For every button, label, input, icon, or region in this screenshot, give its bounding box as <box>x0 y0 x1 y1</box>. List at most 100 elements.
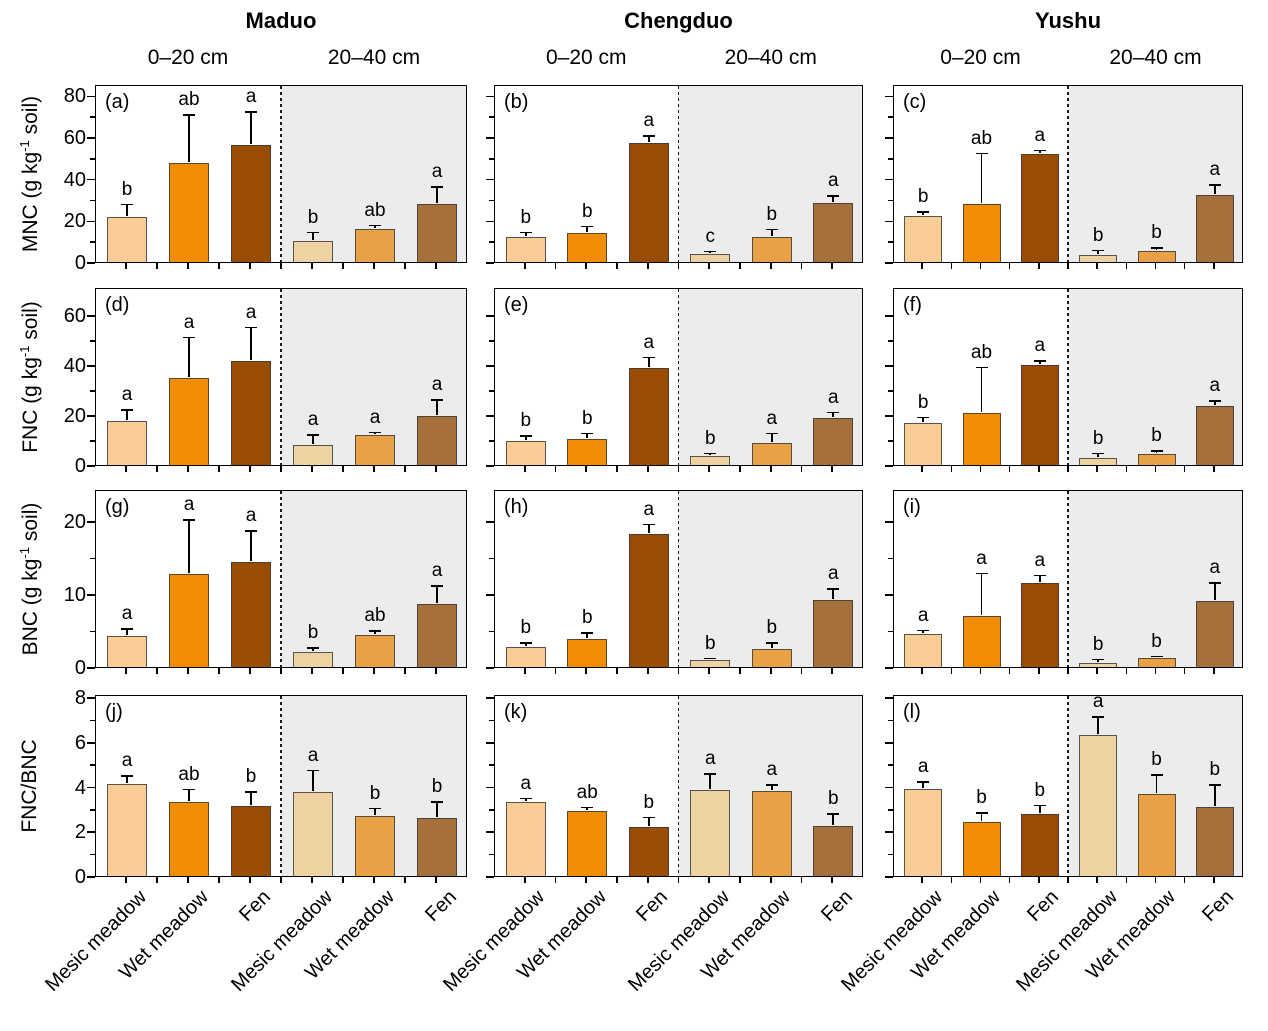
y-minor-tick <box>888 116 893 118</box>
depth-divider <box>1067 491 1069 667</box>
y-major-tick <box>486 415 494 417</box>
y-minor-tick <box>489 199 494 202</box>
bar <box>293 241 333 262</box>
x-tick <box>831 877 834 883</box>
error-bar-stem <box>374 807 376 815</box>
error-bar <box>431 186 443 203</box>
x-tick <box>950 466 953 472</box>
y-major-tick <box>486 465 494 467</box>
y-minor-tick <box>888 630 893 633</box>
bar <box>355 435 395 465</box>
error-bar-stem <box>980 812 983 822</box>
sig-letter: b <box>704 427 716 449</box>
error-bar-stem <box>586 225 589 232</box>
error-bar <box>369 431 381 434</box>
x-tick <box>1038 466 1040 472</box>
x-tick <box>800 466 803 472</box>
error-bar-stem <box>436 801 438 817</box>
y-minor-tick <box>90 630 95 633</box>
x-tick <box>1008 668 1011 674</box>
error-bar-stem <box>188 336 190 377</box>
error-bar-stem <box>188 788 190 802</box>
bar <box>813 202 854 262</box>
sig-letter: a <box>307 744 319 766</box>
x-tick <box>677 466 680 472</box>
panel-label: (e) <box>504 294 529 316</box>
error-bar-stem <box>524 797 527 802</box>
panel-d: (d) a a a a a a <box>95 288 467 466</box>
x-tick <box>404 263 406 269</box>
error-bar <box>369 807 381 815</box>
y-major-tick <box>87 262 95 264</box>
y-minor-tick <box>90 390 95 392</box>
error-bar <box>519 231 532 236</box>
x-tick <box>523 263 526 269</box>
site-title: Chengduo <box>624 8 733 33</box>
bar <box>169 163 209 262</box>
bar <box>417 416 457 465</box>
y-major-tick <box>486 262 494 264</box>
y-major-tick <box>87 697 95 699</box>
x-tick <box>950 263 953 269</box>
sig-letter: a <box>1209 158 1221 180</box>
bar <box>567 232 608 262</box>
error-bar-stem <box>770 641 773 648</box>
depth-divider <box>677 86 680 262</box>
error-bar-stem <box>647 816 650 826</box>
x-tick <box>616 877 618 883</box>
bar <box>293 652 333 667</box>
y-major-tick <box>885 220 893 223</box>
panel-k: (k) a ab b a a b <box>494 695 863 877</box>
x-tick <box>677 877 680 883</box>
error-bar-stem <box>922 211 924 216</box>
panel-b: (b) b b a c b a <box>494 85 863 263</box>
bar <box>231 805 271 876</box>
error-bar-stem <box>647 523 650 533</box>
error-bar-stem <box>436 585 438 603</box>
error-bar <box>1033 804 1046 814</box>
sig-letter: a <box>431 374 443 395</box>
x-tick <box>342 877 344 883</box>
superscript: -1 <box>17 140 32 152</box>
x-tick <box>280 263 282 269</box>
y-major-tick <box>885 831 893 834</box>
error-bar-stem <box>1214 784 1216 806</box>
panel-e: (e) b b a b a a <box>494 288 863 466</box>
bar <box>628 533 669 667</box>
x-tick <box>616 263 618 269</box>
y-minor-tick <box>489 340 494 342</box>
x-tick <box>404 466 406 472</box>
error-bar <box>917 211 930 216</box>
y-minor-tick <box>489 853 494 856</box>
x-tick <box>1096 466 1098 472</box>
error-bar-stem <box>188 519 190 574</box>
error-bar-stem <box>980 366 983 412</box>
x-tick <box>739 877 741 883</box>
bar <box>813 417 854 465</box>
y-minor-tick <box>90 764 95 766</box>
y-major-tick <box>486 95 494 98</box>
y-minor-tick <box>489 557 494 560</box>
panel-label: (j) <box>105 701 123 723</box>
x-tick <box>950 668 953 674</box>
x-tick <box>769 263 772 269</box>
depth-divider <box>1067 86 1069 262</box>
error-bar <box>1092 658 1105 662</box>
x-tick <box>831 263 834 269</box>
bar <box>1195 601 1234 667</box>
y-minor-tick <box>888 764 893 766</box>
error-bar <box>245 111 257 145</box>
x-tick <box>616 668 618 674</box>
x-tick <box>921 466 923 472</box>
x-tick <box>373 877 375 883</box>
x-tick <box>280 466 282 472</box>
site-title: Maduo <box>245 8 317 33</box>
panel-label: (c) <box>903 91 927 113</box>
panel-label: (h) <box>504 496 529 518</box>
bar <box>813 825 854 876</box>
y-major-tick <box>87 220 95 223</box>
x-tick <box>1213 877 1215 883</box>
sig-letter: ab <box>364 605 386 627</box>
x-tick <box>187 466 189 472</box>
x-tick <box>1038 263 1040 269</box>
